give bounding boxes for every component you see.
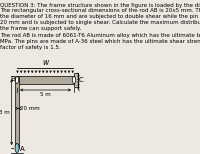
Text: 20 mm: 20 mm (20, 106, 40, 111)
Bar (11, 153, 23, 154)
Text: A: A (20, 146, 24, 152)
Text: 3 m: 3 m (0, 109, 10, 115)
Text: MPa. The pins are made of A-36 steel which has the ultimate shear strength of 20: MPa. The pins are made of A-36 steel whi… (0, 39, 200, 44)
Circle shape (15, 77, 19, 83)
Circle shape (15, 144, 19, 152)
Bar (17, 76, 74, 84)
Text: w: w (42, 58, 49, 67)
Text: 20 mm and is subjected to single shear. Calculate the maximum distributed load v: 20 mm and is subjected to single shear. … (0, 20, 200, 25)
Text: the diameter of 16 mm and are subjected to double shear while the pin at C has a: the diameter of 16 mm and are subjected … (0, 14, 200, 19)
Text: the frame can support safely.: the frame can support safely. (0, 26, 82, 31)
Text: C: C (79, 77, 84, 83)
Text: The rectangular cross-sectional dimensions of the rod AB is 20x5 mm. The pins at: The rectangular cross-sectional dimensio… (0, 8, 200, 13)
Text: 5 m: 5 m (40, 91, 51, 97)
Bar (15, 76, 19, 148)
Text: factor of safety is 1.5.: factor of safety is 1.5. (0, 45, 61, 50)
Circle shape (72, 77, 76, 83)
Text: The rod AB is made of 6061-T6 Aluminum alloy which has the ultimate tensile stre: The rod AB is made of 6061-T6 Aluminum a… (0, 33, 200, 38)
Text: QUESTION 3: The frame structure shown in the figure is loaded by the distributed: QUESTION 3: The frame structure shown in… (0, 2, 200, 8)
Bar (74, 73, 78, 87)
Text: B: B (10, 76, 15, 82)
